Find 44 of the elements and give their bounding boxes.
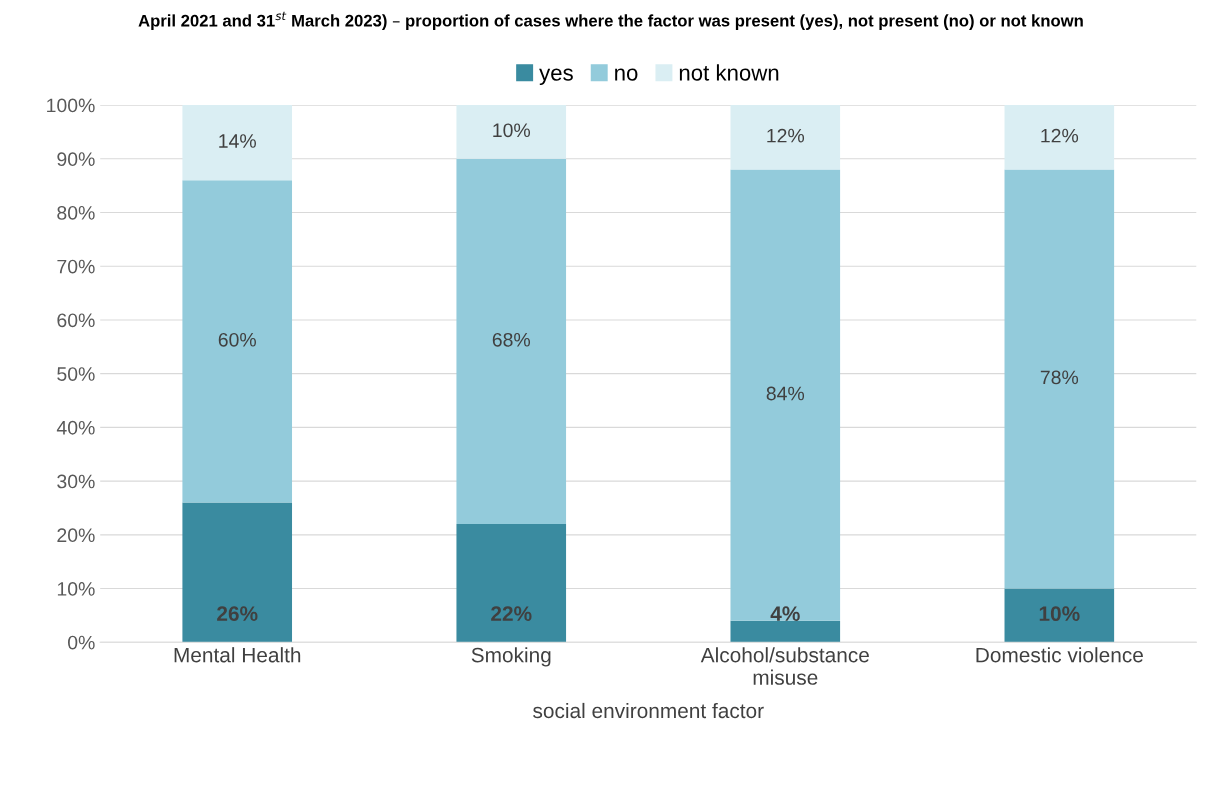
x-tick-label: Smoking xyxy=(471,647,551,667)
data-label: 26% xyxy=(217,606,258,621)
data-label: 68% xyxy=(492,332,531,347)
y-tick-label: 10% xyxy=(57,582,95,596)
bar xyxy=(456,158,567,525)
bar xyxy=(730,620,841,643)
bar xyxy=(1004,588,1115,643)
bar xyxy=(182,502,293,643)
x-tick-label: Mental Health xyxy=(174,647,301,663)
x-axis-title: social environment factor xyxy=(533,702,764,719)
data-label: 10% xyxy=(493,123,531,138)
data-label: 60% xyxy=(218,332,256,347)
bar xyxy=(730,169,841,621)
bar xyxy=(182,105,293,181)
data-label: 10% xyxy=(1039,606,1080,621)
y-tick-label: 70% xyxy=(57,259,95,274)
y-tick-label: 50% xyxy=(57,367,95,381)
data-label: 22% xyxy=(491,606,532,621)
legend-label: yes xyxy=(539,68,573,86)
bar xyxy=(1004,105,1115,170)
bar xyxy=(456,105,567,159)
y-tick-label: 0% xyxy=(68,635,95,650)
data-label: 84% xyxy=(766,386,805,401)
legend-label: not known xyxy=(679,64,779,81)
y-tick-label: 90% xyxy=(57,152,95,167)
data-label: 12% xyxy=(767,128,805,143)
data-label: 78% xyxy=(1040,370,1079,385)
data-label: 12% xyxy=(1041,128,1079,143)
bar xyxy=(456,524,567,643)
data-label: 4% xyxy=(770,606,800,621)
bar xyxy=(182,180,293,503)
y-tick-label: 80% xyxy=(57,205,95,220)
x-tick-label: Domestic violence xyxy=(976,647,1143,663)
y-tick-label: 100% xyxy=(47,98,95,113)
y-tick-label: 30% xyxy=(57,474,95,489)
legend-label: no xyxy=(615,68,638,81)
y-tick-label: 40% xyxy=(56,420,95,435)
y-tick-label: 20% xyxy=(57,528,95,543)
bar xyxy=(730,105,841,170)
chart-title: April 2021 and 31$^{st}$ March 2023) – proportion of cases where the factor was present (yes), not present (no) or not known xyxy=(138,11,1083,30)
bar xyxy=(1004,169,1115,589)
data-label: 14% xyxy=(219,134,256,148)
x-tick-label: Alcohol/substance misuse xyxy=(700,647,869,685)
y-tick-label: 60% xyxy=(57,313,95,328)
